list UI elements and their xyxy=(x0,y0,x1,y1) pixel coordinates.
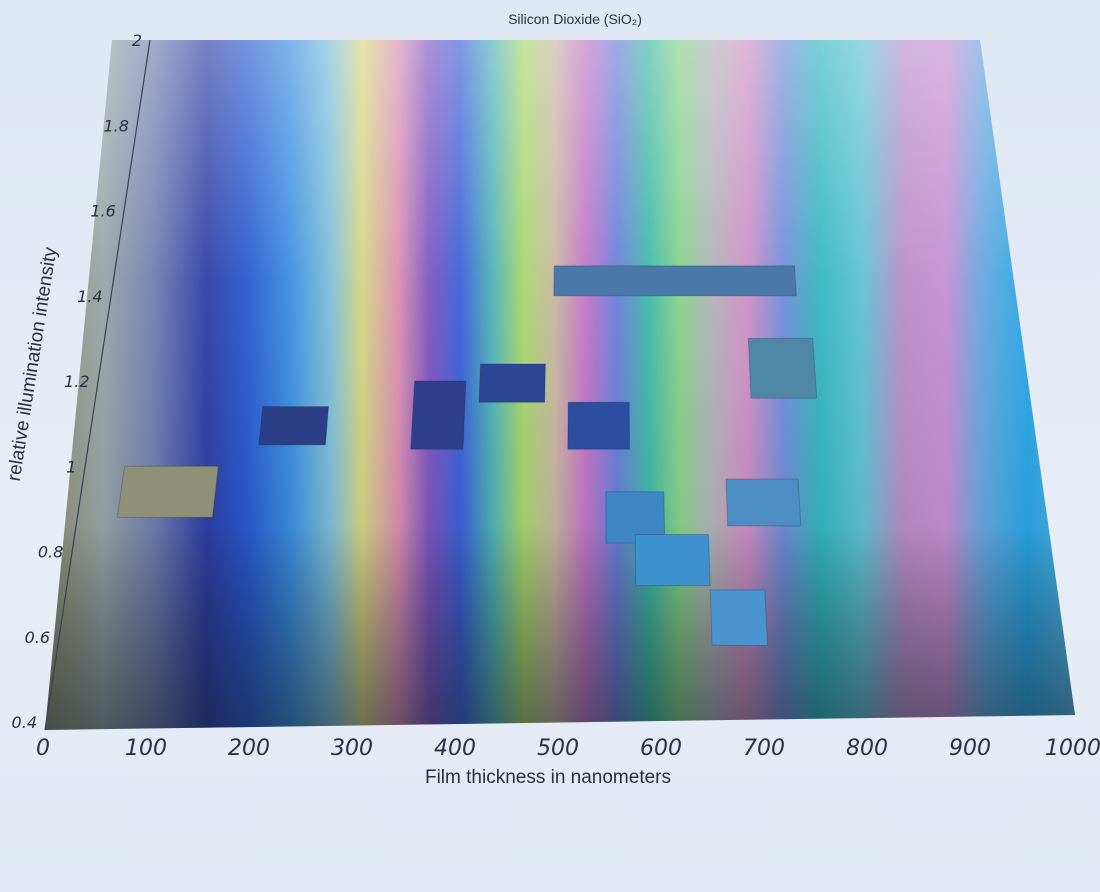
sample-chip-5 xyxy=(567,401,631,450)
y-tick-label: 0.4 xyxy=(12,713,37,732)
y-tick-label: 2 xyxy=(132,31,142,50)
sample-chip-6 xyxy=(553,265,797,297)
sample-chip-11 xyxy=(709,589,769,646)
sample-chip-9 xyxy=(725,478,802,527)
sample-chip-1 xyxy=(116,465,219,518)
x-tick-label: 0 xyxy=(36,736,50,761)
sample-chip-7 xyxy=(747,337,818,399)
plot-area xyxy=(45,40,1075,730)
x-axis-title: Film thickness in nanometers xyxy=(425,767,671,788)
intensity-shading xyxy=(45,40,1075,730)
y-tick-label: 1 xyxy=(66,457,76,476)
x-tick-label: 1000 xyxy=(1045,736,1100,761)
x-tick-label: 800 xyxy=(846,736,888,761)
chart-title: Silicon Dioxide (SiO₂) xyxy=(508,11,642,27)
sample-chip-3 xyxy=(410,380,467,450)
sample-chip-10 xyxy=(634,534,711,587)
x-tick-label: 700 xyxy=(743,736,785,761)
y-axis-line xyxy=(44,39,151,731)
y-tick-label: 1.8 xyxy=(103,116,128,135)
y-tick-label: 0.8 xyxy=(38,543,63,562)
sample-chip-4 xyxy=(478,363,546,403)
y-tick-label: 1.6 xyxy=(90,202,115,221)
y-tick-label: 1.2 xyxy=(64,372,89,391)
y-tick-label: 1.4 xyxy=(77,287,102,306)
x-tick-label: 900 xyxy=(949,736,991,761)
y-tick-label: 0.6 xyxy=(25,628,50,647)
y-tick-labels: 0.4 0.6 0.8 1 1.2 1.4 1.6 1.8 2 xyxy=(12,31,142,732)
x-tick-labels: 0 100 200 300 400 500 600 700 800 900 1000 xyxy=(36,736,1100,761)
x-tick-label: 500 xyxy=(537,736,579,761)
x-tick-label: 100 xyxy=(125,736,167,761)
sample-chip-2 xyxy=(258,406,330,446)
x-tick-label: 600 xyxy=(640,736,682,761)
x-tick-label: 400 xyxy=(434,736,476,761)
x-tick-label: 300 xyxy=(331,736,373,761)
y-axis-title: relative illumination intensity xyxy=(4,245,62,482)
x-tick-label: 200 xyxy=(228,736,270,761)
sample-chips xyxy=(116,265,818,646)
